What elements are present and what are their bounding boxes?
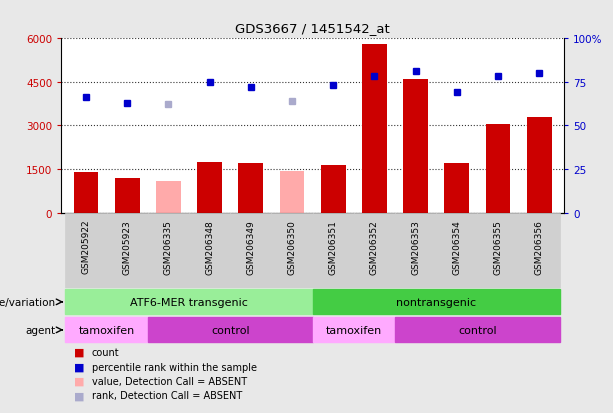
- Bar: [107, 214, 148, 288]
- Bar: [436, 214, 478, 288]
- Bar: [197, 162, 222, 214]
- Bar: [74, 173, 98, 214]
- Text: GSM206335: GSM206335: [164, 219, 173, 274]
- Bar: [230, 214, 272, 288]
- Bar: [395, 214, 436, 288]
- Text: ■: ■: [74, 347, 84, 357]
- Bar: [272, 214, 313, 288]
- Text: GSM206351: GSM206351: [329, 219, 338, 274]
- Text: GSM206354: GSM206354: [452, 219, 462, 274]
- Text: GSM206350: GSM206350: [287, 219, 297, 274]
- Text: agent: agent: [25, 325, 55, 335]
- Bar: [313, 318, 395, 343]
- Text: GSM206348: GSM206348: [205, 219, 214, 274]
- Text: ■: ■: [74, 391, 84, 401]
- Bar: [478, 214, 519, 288]
- Bar: [485, 125, 511, 214]
- Bar: [156, 181, 181, 214]
- Bar: [313, 290, 560, 315]
- Text: count: count: [92, 347, 120, 357]
- Bar: [189, 214, 230, 288]
- Bar: [444, 164, 469, 214]
- Bar: [362, 45, 387, 214]
- Bar: [66, 318, 148, 343]
- Text: ■: ■: [74, 376, 84, 386]
- Text: GSM206355: GSM206355: [493, 219, 503, 274]
- Bar: [148, 318, 313, 343]
- Text: genotype/variation: genotype/variation: [0, 297, 55, 307]
- Bar: [354, 214, 395, 288]
- Bar: [519, 214, 560, 288]
- Bar: [115, 178, 140, 214]
- Text: tamoxifen: tamoxifen: [78, 325, 135, 335]
- Bar: [66, 214, 107, 288]
- Text: GDS3667 / 1451542_at: GDS3667 / 1451542_at: [235, 21, 390, 35]
- Text: GSM206352: GSM206352: [370, 219, 379, 274]
- Bar: [395, 318, 560, 343]
- Text: ■: ■: [74, 362, 84, 372]
- Text: GSM206356: GSM206356: [535, 219, 544, 274]
- Text: tamoxifen: tamoxifen: [326, 325, 382, 335]
- Text: nontransgenic: nontransgenic: [396, 297, 476, 307]
- Text: GSM205923: GSM205923: [123, 219, 132, 274]
- Bar: [66, 290, 313, 315]
- Text: GSM205922: GSM205922: [82, 219, 91, 274]
- Text: control: control: [211, 325, 249, 335]
- Text: GSM206353: GSM206353: [411, 219, 420, 274]
- Bar: [313, 214, 354, 288]
- Bar: [527, 117, 552, 214]
- Bar: [403, 79, 428, 214]
- Text: rank, Detection Call = ABSENT: rank, Detection Call = ABSENT: [92, 391, 242, 401]
- Text: percentile rank within the sample: percentile rank within the sample: [92, 362, 257, 372]
- Text: ATF6-MER transgenic: ATF6-MER transgenic: [130, 297, 248, 307]
- Bar: [238, 164, 263, 214]
- Text: control: control: [458, 325, 497, 335]
- Bar: [280, 171, 305, 214]
- Bar: [321, 165, 346, 214]
- Text: value, Detection Call = ABSENT: value, Detection Call = ABSENT: [92, 376, 247, 386]
- Text: GSM206349: GSM206349: [246, 219, 256, 274]
- Bar: [148, 214, 189, 288]
